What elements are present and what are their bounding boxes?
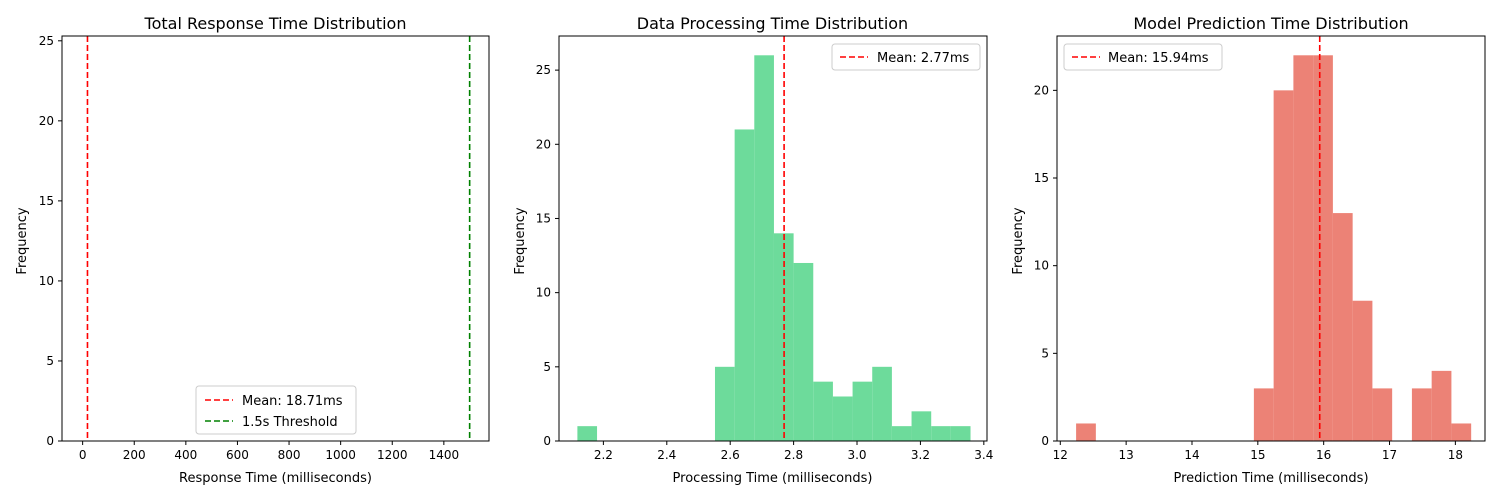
response-time-chart: Total Response Time Distribution Respons…: [15, 14, 490, 486]
y-axis-label: Frequency: [15, 207, 30, 274]
plot-frame: [1056, 35, 1486, 442]
legend-box: [1063, 43, 1223, 71]
x-tick-label: 200: [123, 448, 146, 462]
y-tick-label: 25: [39, 34, 54, 48]
y-tick-label: 10: [1034, 259, 1049, 273]
plot-frame: [61, 35, 490, 442]
y-tick-label: 25: [536, 63, 551, 77]
histogram-bar: [1431, 370, 1452, 441]
x-tick-label: 1200: [377, 448, 408, 462]
histogram-bar: [911, 411, 932, 441]
y-tick-label: 0: [1041, 434, 1049, 448]
y-tick-label: 10: [39, 274, 54, 288]
histogram-bar: [714, 366, 735, 441]
x-tick-label: 15: [1250, 448, 1265, 462]
x-tick-label: 18: [1448, 448, 1463, 462]
y-tick-label: 20: [536, 137, 551, 151]
y-tick-label: 5: [1041, 346, 1049, 360]
y-tick-label: 15: [39, 194, 54, 208]
legend: Mean: 2.77ms: [831, 43, 981, 71]
histogram-bar: [577, 426, 598, 441]
prediction-time-chart: Model Prediction Time Distribution Predi…: [1011, 14, 1486, 486]
chart-title: Model Prediction Time Distribution: [1133, 14, 1408, 33]
legend-entry-mean: Mean: 18.71ms: [242, 394, 343, 409]
x-tick-label: 16: [1316, 448, 1331, 462]
x-tick-label: 3.0: [847, 448, 866, 462]
histogram-bar: [872, 366, 892, 441]
histogram-bar: [1372, 388, 1393, 441]
x-axis-label: Processing Time (milliseconds): [673, 471, 873, 486]
plot-frame: [558, 35, 988, 442]
x-tick-label: 0: [79, 448, 87, 462]
y-tick-label: 5: [46, 354, 54, 368]
x-tick-label: 17: [1382, 448, 1397, 462]
y-tick-label: 20: [1034, 83, 1049, 97]
x-tick-label: 2.2: [594, 448, 613, 462]
histogram-bar: [891, 426, 912, 441]
y-tick-label: 0: [543, 434, 551, 448]
legend-entry-mean: Mean: 15.94ms: [1108, 51, 1209, 66]
x-tick-label: 13: [1118, 448, 1133, 462]
y-tick-label: 15: [536, 211, 551, 225]
legend-entry-mean: Mean: 2.77ms: [877, 51, 970, 66]
x-tick-label: 2.6: [721, 448, 740, 462]
y-axis-label: Frequency: [513, 207, 528, 274]
x-tick-label: 14: [1184, 448, 1199, 462]
y-tick-label: 5: [543, 360, 551, 374]
histogram-bar: [931, 426, 951, 441]
x-tick-label: 2.4: [657, 448, 676, 462]
y-axis-label: Frequency: [1011, 207, 1026, 274]
histogram-bar: [1411, 388, 1432, 441]
legend-box: [831, 43, 981, 71]
histogram-bar: [754, 55, 774, 441]
histogram-bar: [1313, 55, 1333, 441]
histogram-bar: [852, 381, 873, 441]
histogram-bar: [1076, 423, 1096, 441]
x-tick-label: 2.8: [784, 448, 803, 462]
histogram-bar: [832, 396, 853, 441]
histogram-bar: [1332, 213, 1353, 441]
x-tick-label: 600: [226, 448, 249, 462]
x-tick-label: 3.2: [911, 448, 930, 462]
legend: Mean: 18.71ms 1.5s Threshold: [195, 385, 357, 435]
histogram-bar: [1253, 388, 1274, 441]
x-tick-label: 1400: [429, 448, 460, 462]
x-axis-label: Prediction Time (milliseconds): [1173, 471, 1368, 486]
histogram-bar: [1352, 300, 1373, 441]
x-axis-label: Response Time (milliseconds): [179, 471, 372, 486]
histogram-bar: [1451, 423, 1472, 441]
legend-entry-threshold: 1.5s Threshold: [242, 415, 338, 430]
y-tick-label: 20: [39, 114, 54, 128]
x-tick-label: 400: [174, 448, 197, 462]
x-tick-label: 12: [1053, 448, 1068, 462]
x-tick-label: 1000: [325, 448, 356, 462]
x-tick-label: 800: [278, 448, 301, 462]
histogram-bar: [793, 262, 814, 441]
y-tick-label: 0: [46, 434, 54, 448]
x-tick-label: 3.4: [974, 448, 993, 462]
histogram-bar: [1273, 90, 1294, 441]
y-tick-label: 15: [1034, 171, 1049, 185]
processing-time-chart: Data Processing Time Distribution Proces…: [513, 14, 993, 486]
histogram-bar: [813, 381, 833, 441]
histogram-bar: [734, 129, 755, 441]
legend: Mean: 15.94ms: [1063, 43, 1223, 71]
chart-title: Total Response Time Distribution: [144, 14, 407, 33]
y-tick-label: 10: [536, 286, 551, 300]
chart-title: Data Processing Time Distribution: [637, 14, 908, 33]
legend-box: [195, 385, 357, 435]
histogram-bar: [950, 426, 971, 441]
histogram-bar: [1293, 55, 1314, 441]
